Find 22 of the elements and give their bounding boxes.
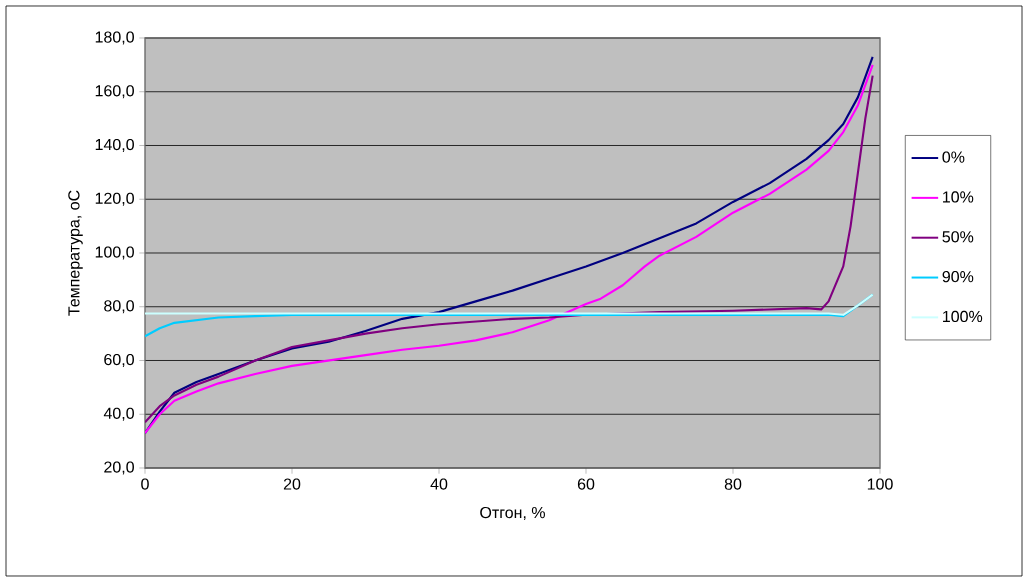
y-axis-title: Температура, оС: [68, 190, 83, 316]
x-tick-label: 100: [867, 478, 893, 490]
y-tick-label: 160,0: [95, 85, 134, 99]
legend-label: 10%: [943, 191, 974, 203]
x-tick-label: 0: [141, 478, 149, 490]
y-tick-label: 40,0: [103, 407, 134, 421]
x-tick-label: 20: [283, 478, 301, 490]
y-tick-label: 60,0: [104, 353, 134, 368]
y-tick-label: 20,0: [104, 461, 134, 475]
legend-label: 100%: [943, 310, 983, 323]
y-tick-label: 140,0: [95, 138, 134, 153]
x-axis-title: Отгон, %: [480, 506, 545, 521]
y-tick-label: 120,0: [95, 192, 134, 206]
legend-label: 90%: [942, 270, 974, 283]
x-tick-label: 40: [430, 478, 448, 490]
y-tick-label: 80,0: [104, 300, 134, 314]
x-tick-label: 60: [577, 478, 595, 490]
y-tick-label: 180,0: [95, 31, 134, 45]
legend-label: 0%: [942, 151, 965, 163]
y-tick-label: 100,0: [95, 246, 134, 260]
legend-label: 50%: [942, 231, 974, 243]
x-tick-label: 80: [724, 478, 742, 490]
